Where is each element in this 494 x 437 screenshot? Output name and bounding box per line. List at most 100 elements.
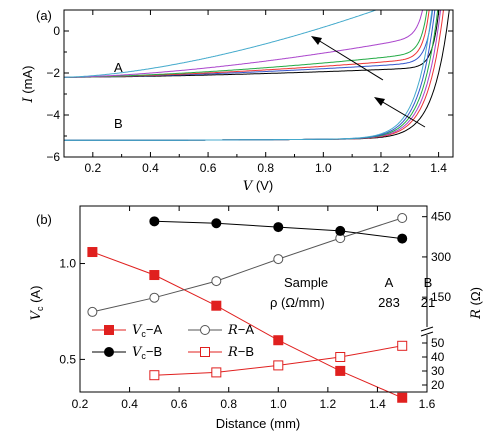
- iv-curve-a-4: [64, 10, 428, 78]
- annotation-b: B: [114, 116, 123, 131]
- inset-table: Sample A B ρ (Ω/mm) 283 21: [270, 275, 435, 310]
- a-ytick-label: 0: [53, 24, 60, 38]
- iv-curve-a-5: [64, 10, 424, 78]
- a-ylabel-unit: (mA): [20, 66, 35, 98]
- b-ytick-label-right: 50: [431, 336, 445, 350]
- a-xlabel-symbol: V: [243, 179, 254, 194]
- a-ylabel: I (mA): [20, 66, 36, 104]
- a-ytick-label: −2: [46, 66, 60, 80]
- data-point: [335, 352, 346, 362]
- a-xtick-label: 0.8: [257, 161, 274, 175]
- arrow-a: [311, 36, 384, 81]
- panel-b: (b) 0.2 0.4 0.6 0.8 1.0 1.2 1.4 1.6 0.5 1.0 150 3…: [28, 205, 484, 431]
- series-line-1: [92, 251, 403, 399]
- data-point: [397, 392, 408, 403]
- inset-header-b: B: [424, 275, 433, 290]
- annotation-a: A: [114, 60, 123, 75]
- a-ytick-label: −4: [46, 108, 60, 122]
- legend-entry-3: Vc−B: [92, 344, 162, 361]
- b-series-markers: [87, 213, 408, 403]
- a-xtick-label: 1.4: [430, 161, 447, 175]
- b-xtick-label: 1.0: [270, 397, 287, 411]
- data-point: [149, 216, 160, 227]
- data-point: [335, 225, 346, 236]
- b-ylabel-left-unit: (A): [28, 286, 43, 307]
- legend-label: Vc−B: [132, 344, 162, 361]
- b-xtick-label: 0.4: [121, 397, 138, 411]
- a-xtick-label: 0.4: [142, 161, 159, 175]
- b-ylabel-right-symbol: R: [469, 309, 484, 320]
- b-xlabel: Distance (mm): [216, 416, 301, 431]
- b-ylabel-right-unit: (Ω): [468, 287, 483, 309]
- b-xtick-label: 1.2: [320, 397, 337, 411]
- b-series-lines: [92, 217, 403, 399]
- a-xtick-label: 0.6: [200, 161, 217, 175]
- b-ytick-label-right: 30: [431, 364, 445, 378]
- b-ytick-label-right: 450: [431, 210, 451, 224]
- a-xtick-labels: 0.2 0.4 0.6 0.8 1.0 1.2 1.4: [84, 161, 447, 175]
- data-point: [149, 292, 160, 303]
- b-xtick-labels: 0.2 0.4 0.6 0.8 1.0 1.2 1.4 1.6: [72, 397, 436, 411]
- b-ytick-label-right: 150: [431, 290, 451, 304]
- inset-rho-label: ρ (Ω/mm): [270, 295, 325, 310]
- inset-header-sample: Sample: [284, 275, 328, 290]
- data-point: [149, 370, 160, 381]
- a-xlabel: V (V): [243, 178, 273, 194]
- data-point: [273, 360, 284, 371]
- a-ticks: [64, 10, 453, 158]
- b-xtick-label: 1.4: [369, 397, 386, 411]
- data-point: [273, 222, 284, 233]
- data-point: [397, 213, 408, 224]
- b-ytick-label-right: 40: [431, 350, 445, 364]
- b-ylabel-left-sub: c: [35, 306, 45, 311]
- a-xlabel-unit: (V): [252, 178, 273, 193]
- b-ylabel-left-symbol: V: [29, 309, 44, 320]
- legend-label: R−A: [227, 322, 254, 338]
- panel-a-frame: [63, 9, 454, 158]
- inset-rho-a: 283: [378, 295, 400, 310]
- legend-marker: [104, 347, 114, 357]
- data-point: [397, 233, 408, 244]
- inset-header-a: A: [385, 275, 394, 290]
- data-point: [211, 300, 222, 311]
- b-ylabel-left: Vc (A): [28, 286, 45, 321]
- b-xtick-label: 0.6: [171, 397, 188, 411]
- axis-break: [420, 326, 434, 337]
- b-ylabel-right: R (Ω): [468, 287, 484, 320]
- a-ytick-label: −6: [46, 150, 60, 164]
- inset-rho-b: 21: [421, 295, 435, 310]
- panel-a: (a) 0.2 0.4 0.6 0.8 1.0 1.2 1.4 −6 −4 −2 0 A B V …: [20, 8, 454, 194]
- a-curves: [64, 10, 450, 141]
- legend-label: Vc−A: [132, 322, 162, 339]
- a-xtick-label: 1.2: [373, 161, 390, 175]
- legend-label: R−B: [227, 344, 254, 360]
- a-xtick-label: 0.2: [84, 161, 101, 175]
- data-point: [149, 270, 160, 281]
- legend-entry-1: Vc−A: [92, 322, 162, 339]
- panel-a-label: (a): [36, 8, 52, 23]
- b-ticks: [79, 206, 428, 392]
- data-point: [273, 335, 284, 346]
- panel-b-frame: [79, 205, 428, 393]
- b-xtick-label: 1.6: [419, 397, 436, 411]
- legend-entry-2: R−A: [188, 322, 254, 338]
- b-xtick-label: 0.2: [72, 397, 89, 411]
- b-ytick-label-right: 300: [431, 250, 451, 264]
- series-line-2: [92, 217, 403, 313]
- a-xtick-label: 1.0: [315, 161, 332, 175]
- b-xtick-label: 0.8: [220, 397, 237, 411]
- a-ytick-labels: −6 −4 −2 0: [46, 24, 60, 164]
- data-point: [87, 247, 98, 258]
- a-ylabel-symbol: I: [21, 96, 36, 103]
- data-point: [87, 306, 98, 317]
- data-point: [397, 340, 408, 351]
- data-point: [211, 276, 222, 287]
- legend-entry-4: R−B: [188, 344, 254, 360]
- b-ytick-label-right: 20: [431, 378, 445, 392]
- legend: Vc−A R−A Vc−B R−B: [92, 322, 254, 361]
- legend-marker: [200, 325, 210, 335]
- b-ytick-label-left: 0.5: [59, 352, 76, 366]
- panel-b-label: (b): [36, 212, 52, 227]
- iv-curve-a-6: [64, 10, 378, 78]
